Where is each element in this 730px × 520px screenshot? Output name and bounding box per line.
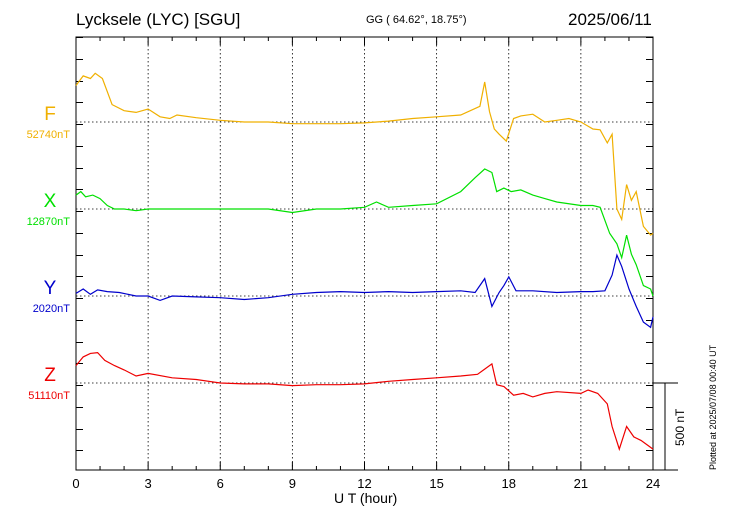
- series-line-z: [75, 351, 654, 452]
- x-tick-label: 6: [217, 476, 224, 491]
- series-line-x: [75, 168, 654, 297]
- x-tick-label: 15: [429, 476, 443, 491]
- x-tick-label: 21: [574, 476, 588, 491]
- x-tick-label: 12: [357, 476, 371, 491]
- component-letter-y: Y: [43, 278, 57, 299]
- x-tick-label: 18: [502, 476, 516, 491]
- x-tick-label: 24: [646, 476, 660, 491]
- x-tick-label: 3: [145, 476, 152, 491]
- component-letter-z: Z: [44, 365, 56, 386]
- baseline-f: 52740nT: [26, 129, 70, 141]
- x-tick-label: 0: [72, 476, 79, 491]
- component-letter-f: F: [44, 104, 56, 125]
- component-letter-x: X: [43, 191, 57, 212]
- geographic-coordinates: GG ( 64.62°, 18.75°): [366, 14, 467, 26]
- baseline-z: 51110nT: [28, 390, 70, 402]
- series-line-f: [75, 72, 654, 236]
- baseline-x: 12870nT: [26, 216, 70, 228]
- date-label: 2025/06/11: [568, 10, 652, 29]
- x-axis-label: U T (hour): [334, 490, 398, 506]
- series-line-y: [75, 253, 654, 329]
- x-tick-label: 9: [289, 476, 296, 491]
- station-title: Lycksele (LYC) [SGU]: [76, 10, 241, 29]
- baseline-y: 2020nT: [32, 303, 70, 315]
